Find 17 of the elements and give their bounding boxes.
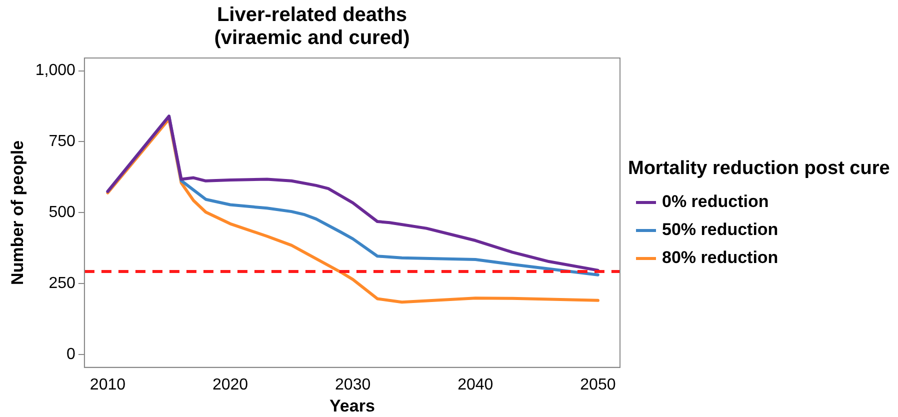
x-tick-label: 2020	[212, 376, 248, 394]
legend-title: Mortality reduction post cure	[628, 158, 890, 180]
legend-label: 0% reduction	[662, 192, 769, 212]
x-tick-label: 2040	[458, 376, 494, 394]
legend-label: 80% reduction	[662, 248, 778, 268]
y-axis-title: Number of people	[8, 140, 27, 285]
x-tick-label: 2010	[90, 376, 126, 394]
x-axis-title: Years	[330, 396, 375, 416]
y-tick-label: 1,000	[35, 62, 76, 80]
x-tick-label: 2030	[335, 376, 371, 394]
y-tick-label: 500	[48, 204, 76, 222]
y-tick-label: 250	[48, 275, 76, 292]
y-tick-label: 750	[48, 133, 76, 150]
y-tick-label: 0	[66, 346, 76, 364]
chart-title: Liver-related deaths (viraemic and cured)	[214, 4, 410, 50]
legend-label: 50% reduction	[662, 220, 778, 240]
x-tick-label: 2050	[580, 376, 616, 394]
